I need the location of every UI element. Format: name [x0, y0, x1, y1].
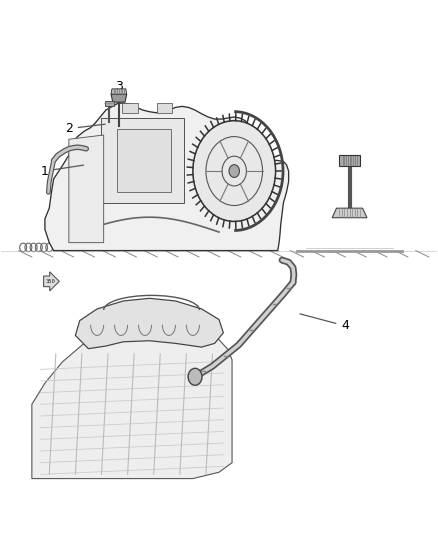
Text: 4: 4	[300, 314, 349, 333]
Circle shape	[188, 368, 202, 385]
Polygon shape	[332, 208, 367, 217]
Polygon shape	[122, 103, 138, 113]
Polygon shape	[69, 135, 104, 243]
Polygon shape	[45, 103, 289, 251]
Polygon shape	[102, 118, 184, 203]
Polygon shape	[44, 272, 59, 291]
Circle shape	[193, 120, 276, 221]
Polygon shape	[105, 101, 114, 106]
Text: 3: 3	[115, 80, 123, 98]
Polygon shape	[75, 298, 223, 349]
Polygon shape	[117, 128, 171, 192]
Text: 350: 350	[46, 279, 56, 284]
Polygon shape	[339, 155, 360, 166]
Polygon shape	[32, 322, 232, 479]
Circle shape	[229, 165, 240, 177]
Text: 2: 2	[65, 122, 105, 135]
Polygon shape	[111, 89, 127, 94]
Polygon shape	[157, 103, 173, 113]
Polygon shape	[111, 94, 127, 102]
Text: 1: 1	[41, 165, 84, 177]
